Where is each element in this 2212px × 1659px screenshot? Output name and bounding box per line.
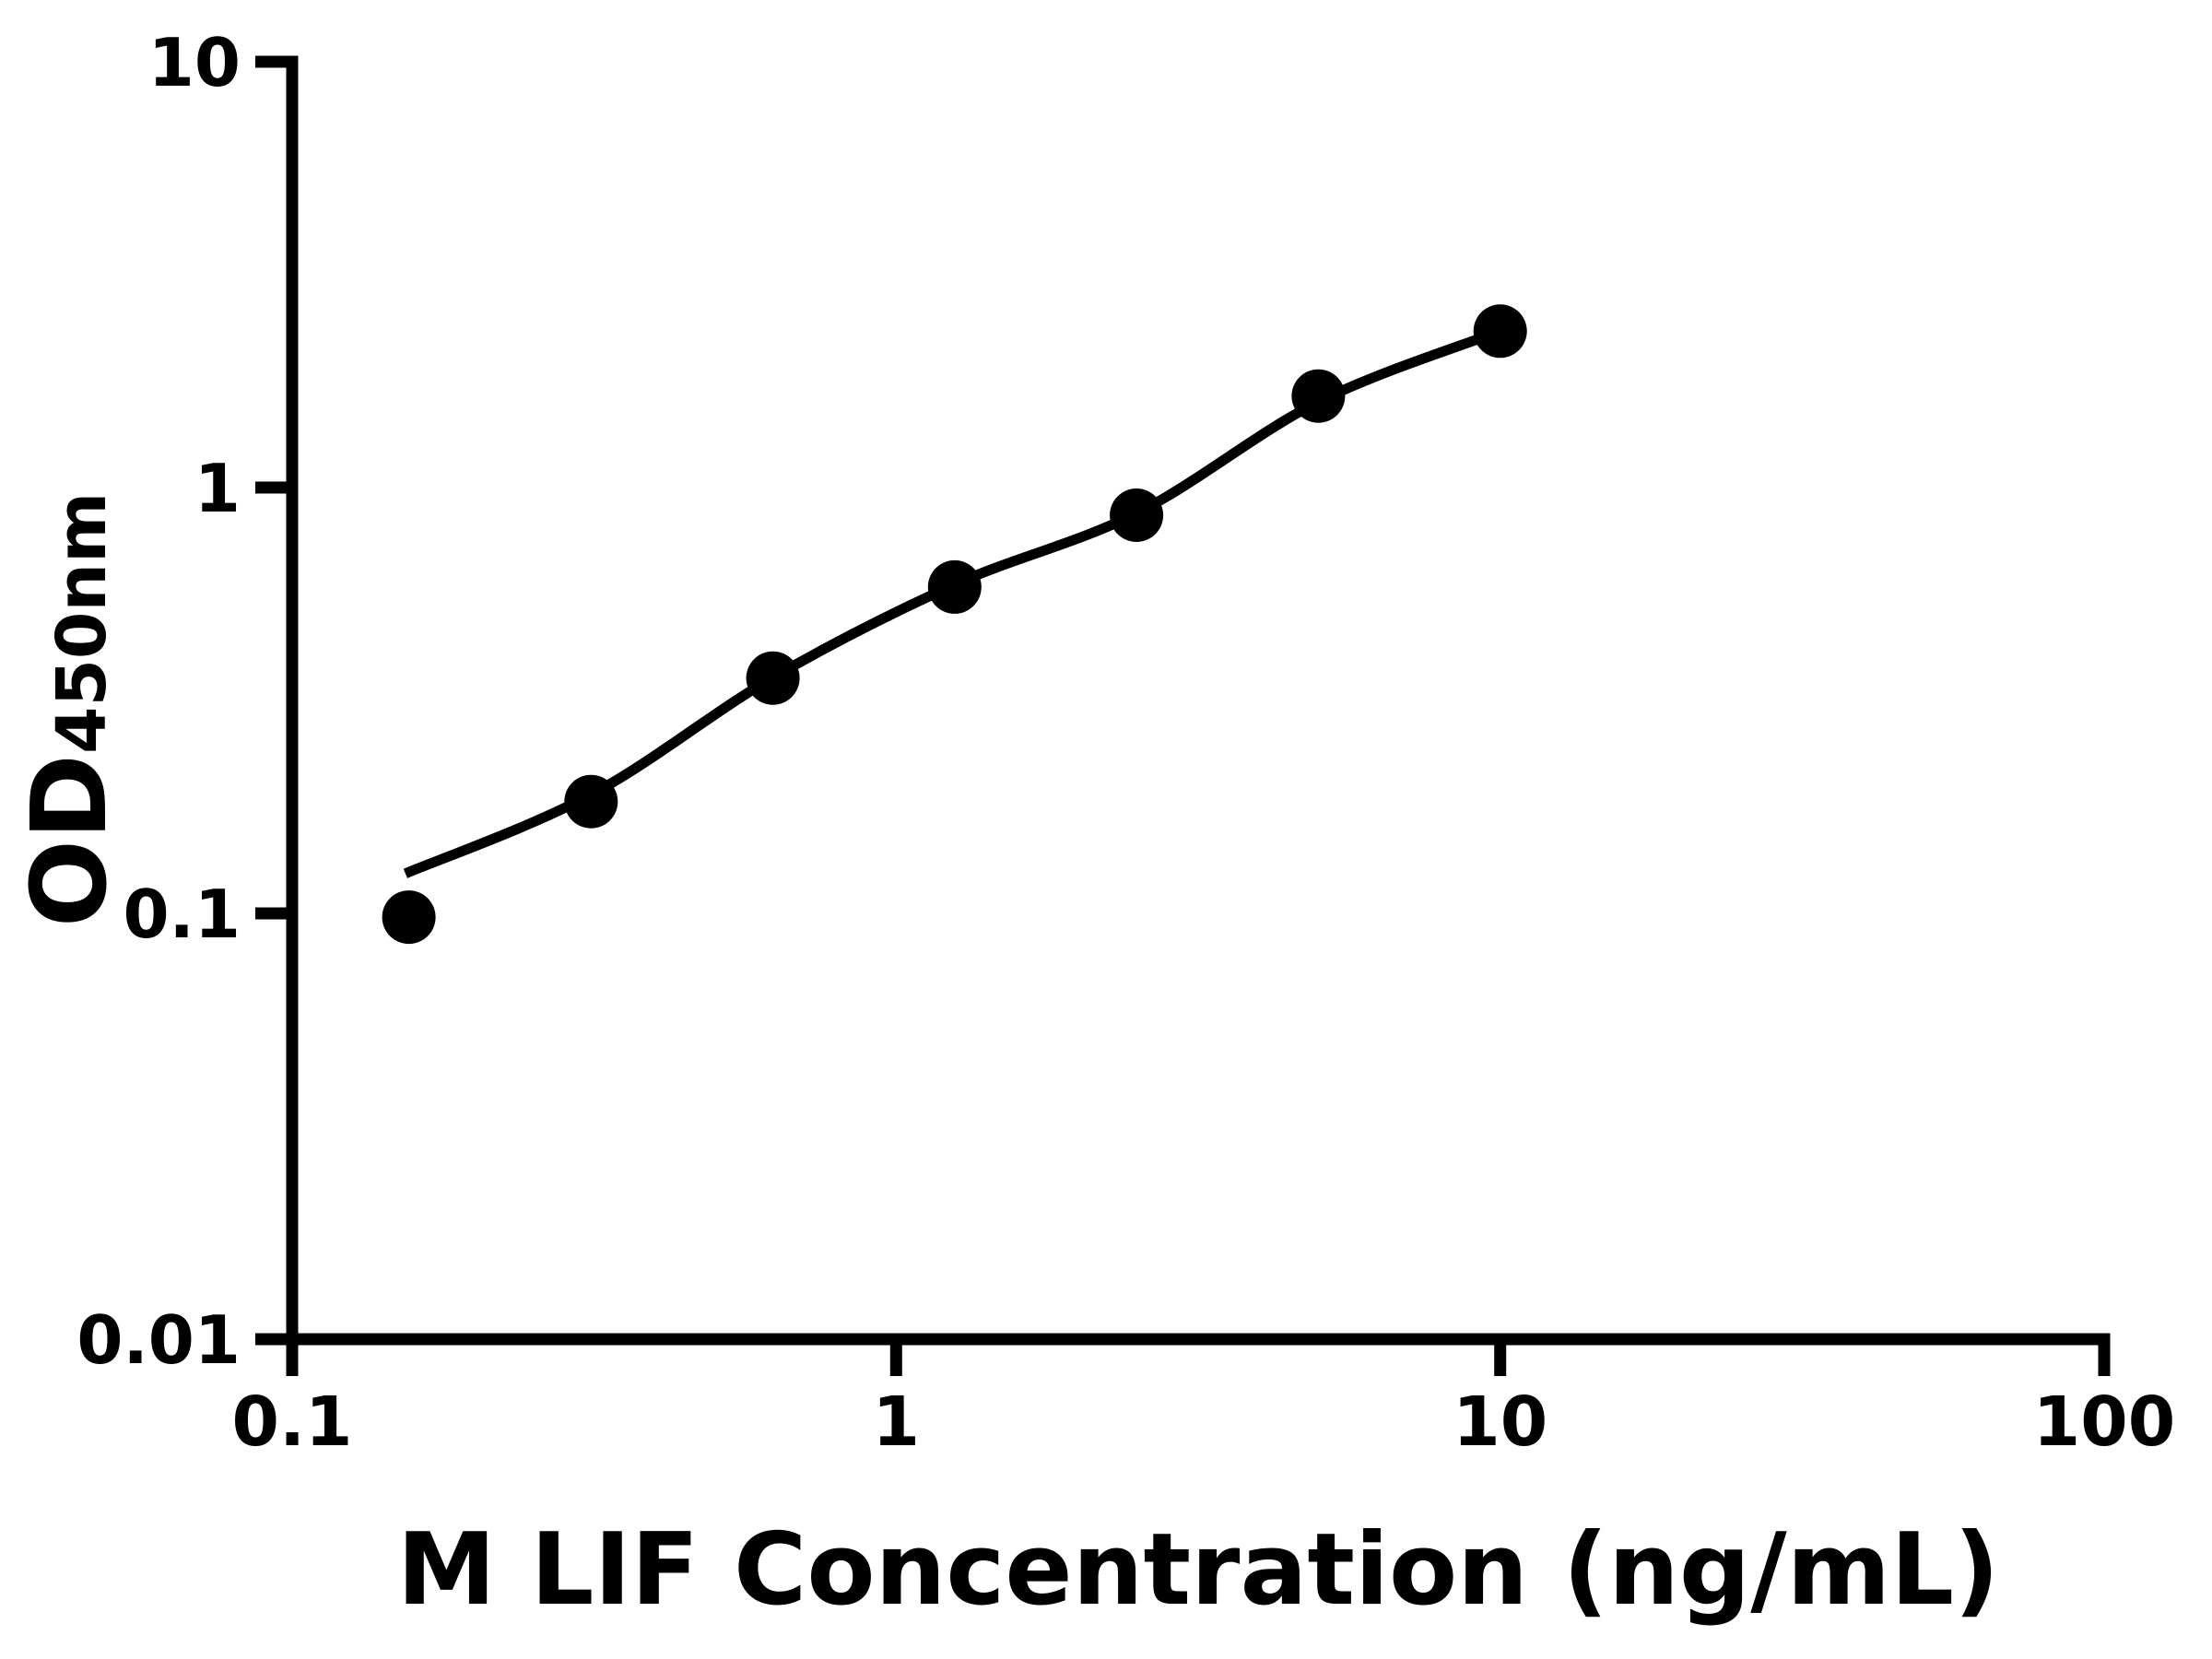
y-axis-title: OD450nm [10,492,130,927]
axes-layer [286,55,2111,1346]
data-layer [382,304,1527,945]
data-point [1110,488,1164,542]
y-tick-label: 0.01 [76,1301,241,1379]
y-axis-title-subscript: 450nm [42,492,122,754]
y-tick-label: 0.1 [123,876,241,953]
x-tick-label: 100 [2033,1382,2175,1462]
y-tick-label: 1 [194,450,241,527]
x-tick-label: 1 [873,1382,921,1462]
data-point [564,774,618,829]
data-point [1291,369,1346,423]
x-tick-label: 10 [1453,1382,1547,1462]
axis-spine [286,55,2111,1346]
x-axis-title: M LIF Concentration (ng/mL) [397,1512,2000,1628]
y-tick-label: 10 [148,24,241,101]
data-point [927,559,982,614]
data-point [1473,304,1527,359]
y-axis-title-main: OD [10,754,130,927]
x-tick-label: 0.1 [231,1382,352,1462]
data-point [382,890,436,945]
data-point [746,651,800,705]
